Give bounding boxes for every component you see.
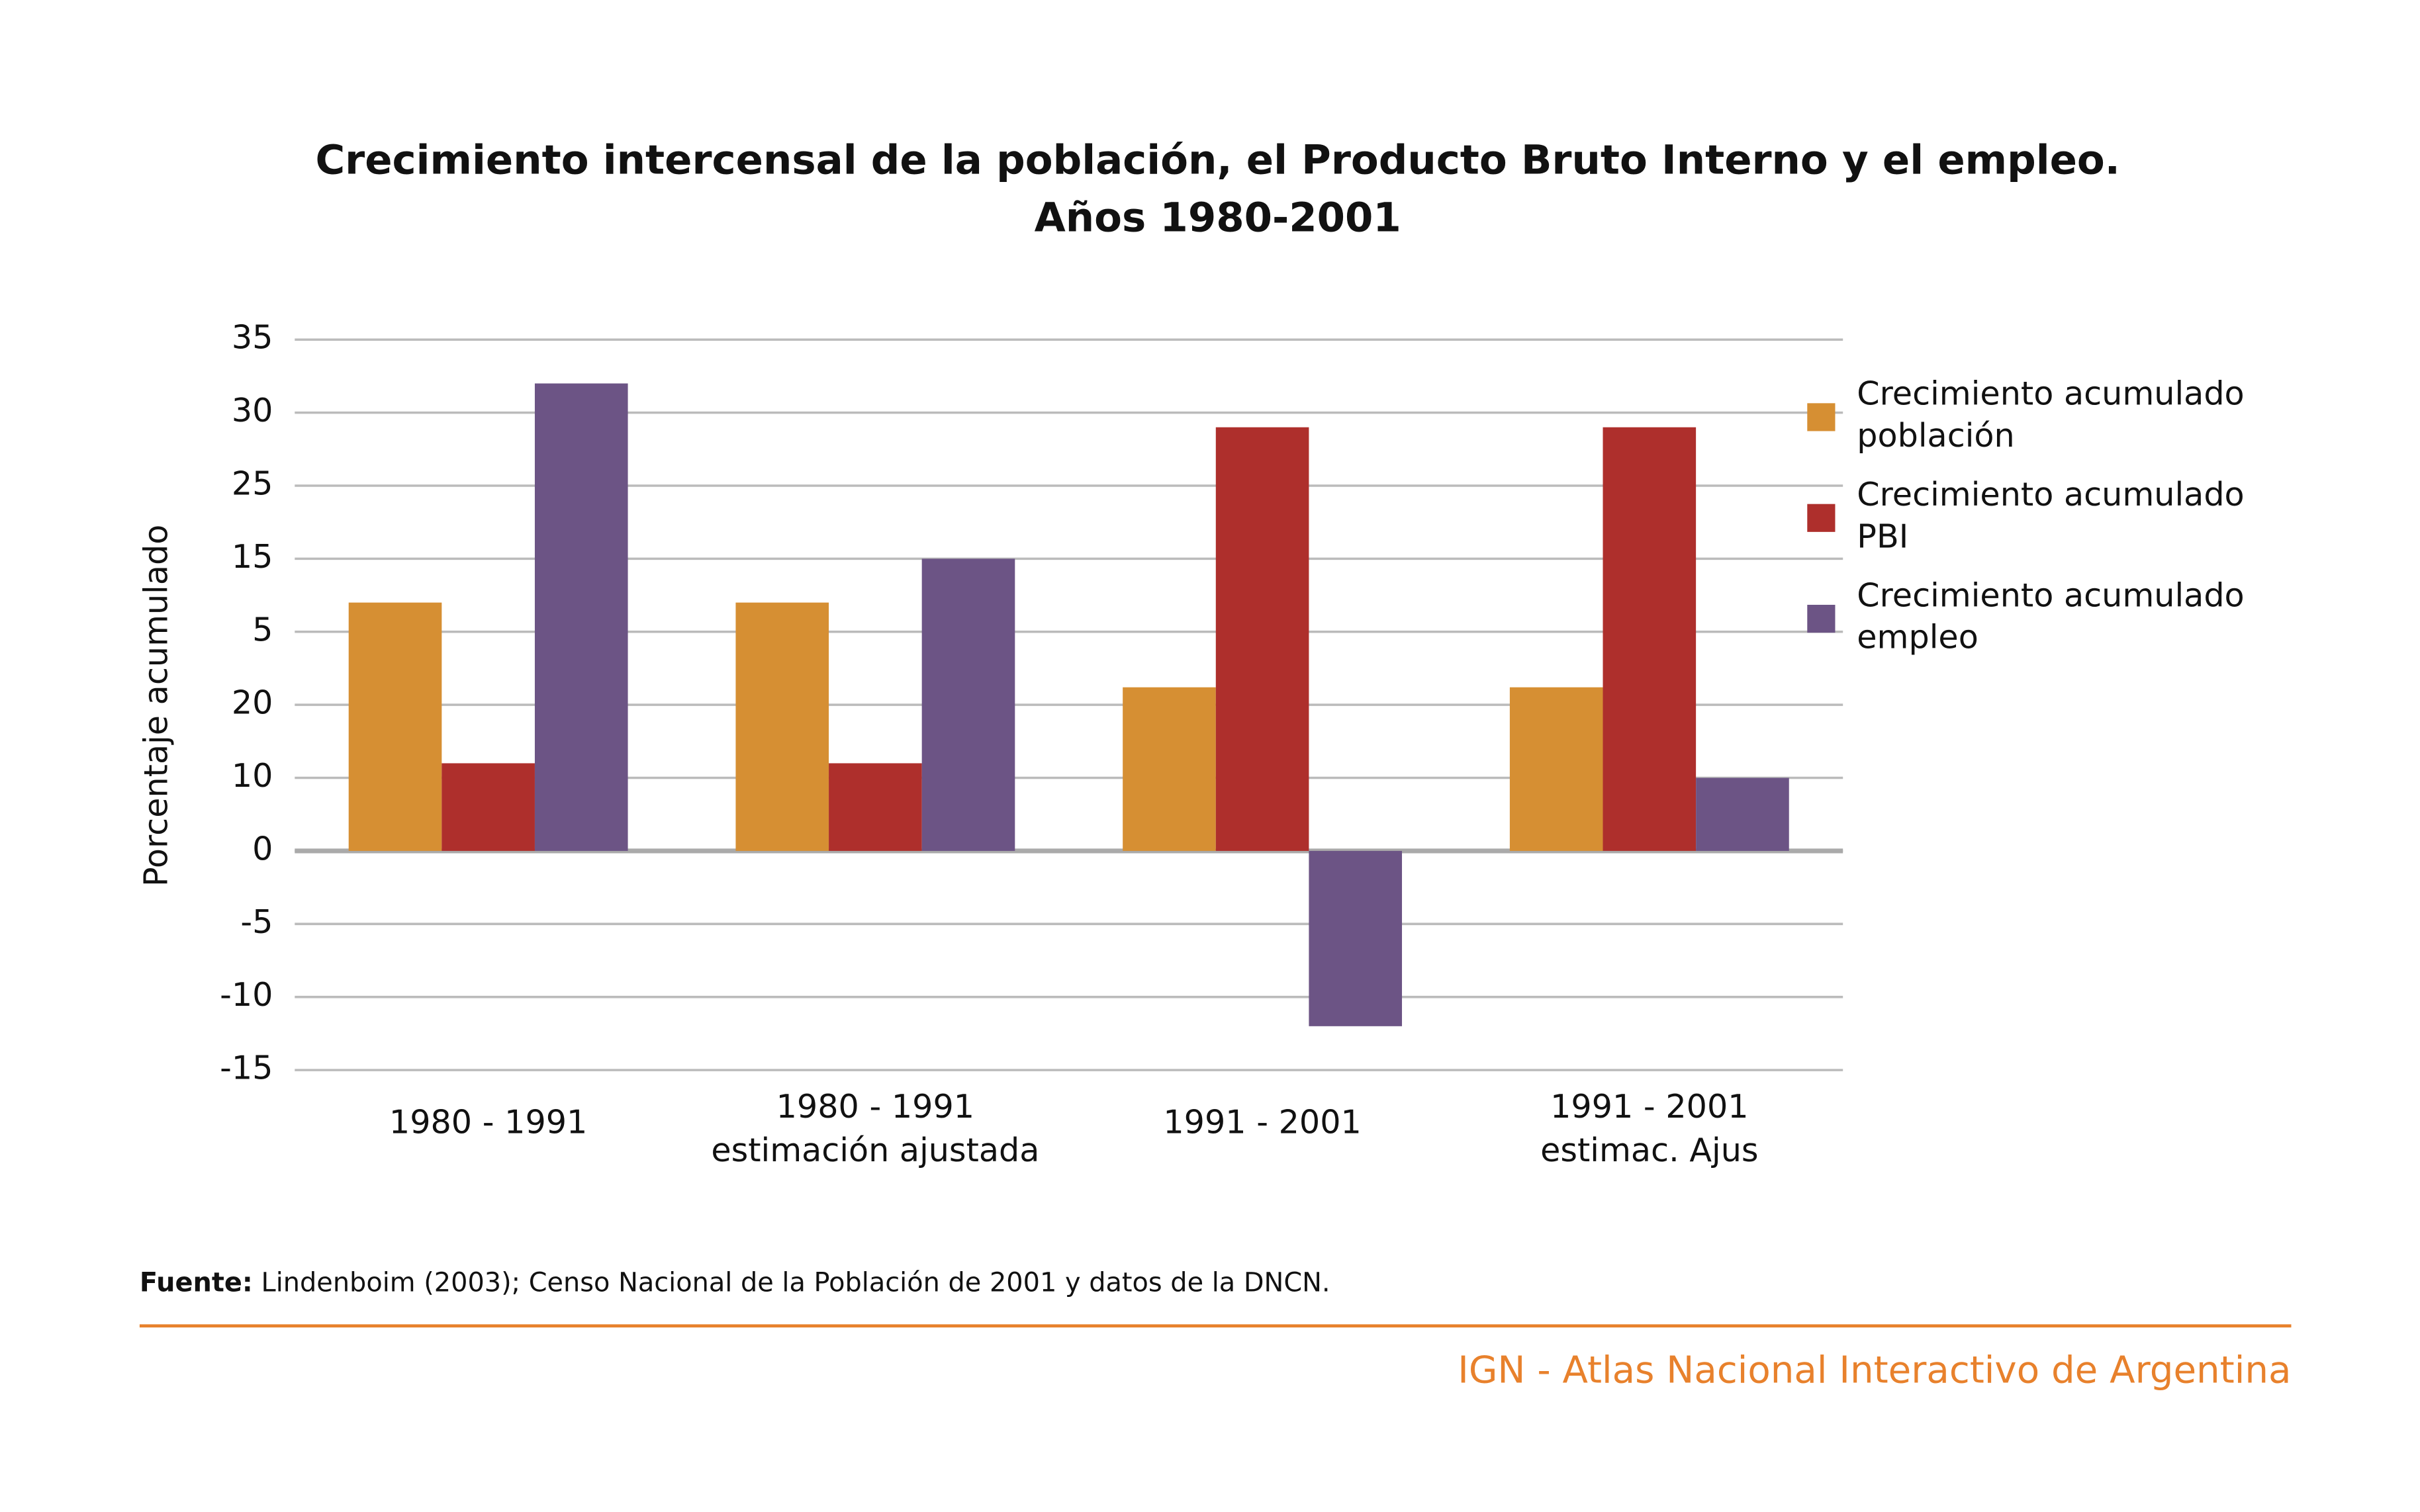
chart-title: Años 1980-2001	[1035, 194, 1401, 241]
x-tick-label: 1991 - 2001	[1163, 1103, 1361, 1141]
legend-swatch	[1807, 605, 1836, 633]
legend-entry: Crecimiento acumulado población	[1857, 375, 2245, 455]
y-tick-label: 10	[232, 756, 273, 795]
bar	[1215, 427, 1309, 851]
x-tick-label: 1991 - 2001	[1550, 1087, 1748, 1126]
legend-label: Crecimiento acumulado PBI	[1857, 476, 2245, 556]
legend-swatch	[1807, 504, 1836, 532]
y-tick-label: 15	[232, 537, 273, 576]
bar	[1603, 427, 1697, 851]
chart-title: Crecimiento intercensal de la población,…	[315, 137, 2119, 184]
source-text: Lindenboim (2003); Censo Nacional de la …	[261, 1267, 1330, 1298]
y-tick-label: -5	[240, 903, 273, 941]
bar	[1696, 778, 1789, 851]
y-tick-label: 5	[252, 610, 273, 648]
y-axis-label: Porcentaje acumulado	[137, 525, 175, 887]
x-tick-label: estimac. Ajus	[1540, 1131, 1758, 1169]
y-tick-label: -10	[220, 975, 273, 1014]
bar	[1309, 850, 1403, 1026]
bar	[829, 763, 922, 851]
y-tick-label: -15	[220, 1049, 273, 1087]
bar	[1123, 687, 1216, 851]
bar	[735, 602, 829, 851]
y-tick-label: 30	[232, 391, 273, 429]
x-tick-label: estimación ajustada	[711, 1131, 1039, 1169]
legend-label: Crecimiento acumulado población	[1857, 375, 2245, 455]
legend-entry: Crecimiento acumulado empleo	[1857, 576, 2245, 656]
legend-swatch	[1807, 403, 1836, 431]
bar	[1509, 687, 1603, 851]
bar	[921, 558, 1015, 851]
bar	[442, 763, 535, 851]
brand: IGN - Atlas Nacional Interactivo de Arge…	[1458, 1349, 2291, 1392]
y-tick-label: 25	[232, 465, 273, 503]
x-tick-label: 1980 - 1991	[776, 1087, 974, 1126]
source-label: Fuente:	[140, 1267, 253, 1298]
y-tick-label: 35	[232, 318, 273, 357]
bar	[534, 383, 628, 851]
source: Fuente: Lindenboim (2003); Censo Naciona…	[140, 1267, 1330, 1298]
y-tick-label: 20	[232, 684, 273, 722]
y-tick-label: 0	[252, 829, 273, 867]
bar	[348, 602, 442, 851]
x-tick-label: 1980 - 1991	[389, 1103, 587, 1141]
legend-label: Crecimiento acumulado empleo	[1857, 576, 2245, 656]
legend-entry: Crecimiento acumulado PBI	[1857, 476, 2245, 556]
